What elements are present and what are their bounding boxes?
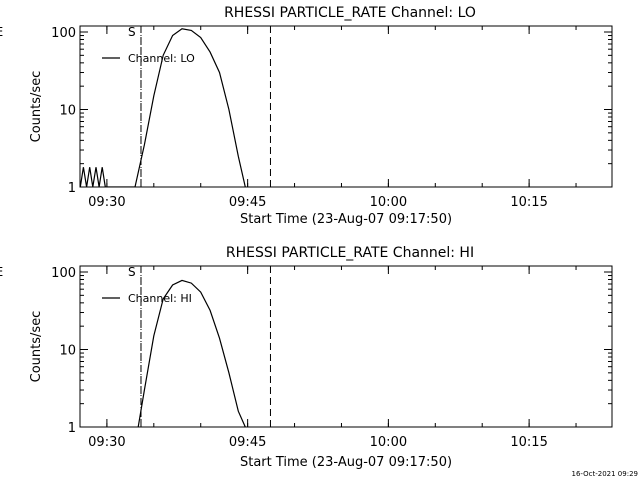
chart-panel-lo: RHESSI PARTICLE_RATE Channel: LO 1 10 100 Co… [0, 5, 613, 227]
y-tick-label: 100 [51, 26, 76, 41]
x-tick-label: 09:45 [229, 435, 266, 450]
x-axis-label: Start Time (23-Aug-07 09:17:50) [240, 455, 452, 470]
plot-frame [79, 25, 613, 188]
x-tick-label: 10:00 [370, 435, 407, 450]
marker-label: S [128, 265, 136, 279]
y-tick-label: 10 [59, 344, 76, 359]
legend-entry: Channel: HI [128, 292, 192, 305]
chart-panel-hi: RHESSI PARTICLE_RATE Channel: HI 1 10 100 Co… [0, 245, 613, 470]
y-tick-label: 100 [51, 266, 76, 281]
series-line-lo [80, 28, 246, 187]
marker-label: S [128, 25, 136, 39]
y-axis-label: Counts/sec [29, 71, 44, 143]
y-tick-label: 1 [68, 181, 76, 196]
marker-label: E [0, 265, 3, 279]
x-tick-label: 10:15 [510, 195, 547, 210]
y-tick-label: 10 [59, 104, 76, 119]
y-axis-label: Counts/sec [29, 311, 44, 383]
series-line-hi [137, 279, 246, 427]
plot-frame [79, 265, 613, 428]
chart-title: RHESSI PARTICLE_RATE Channel: HI [226, 245, 474, 261]
marker-label: E [0, 25, 3, 39]
x-tick-label: 09:30 [88, 195, 125, 210]
footer-timestamp: 16-Oct-2021 09:29 [571, 470, 638, 478]
legend-entry: Channel: LO [128, 52, 195, 65]
chart-title: RHESSI PARTICLE_RATE Channel: LO [224, 5, 476, 21]
x-tick-label: 10:00 [370, 195, 407, 210]
x-axis-label: Start Time (23-Aug-07 09:17:50) [240, 212, 452, 227]
x-tick-label: 09:45 [229, 195, 266, 210]
x-tick-label: 09:30 [88, 435, 125, 450]
y-tick-label: 1 [68, 421, 76, 436]
x-tick-label: 10:15 [510, 435, 547, 450]
